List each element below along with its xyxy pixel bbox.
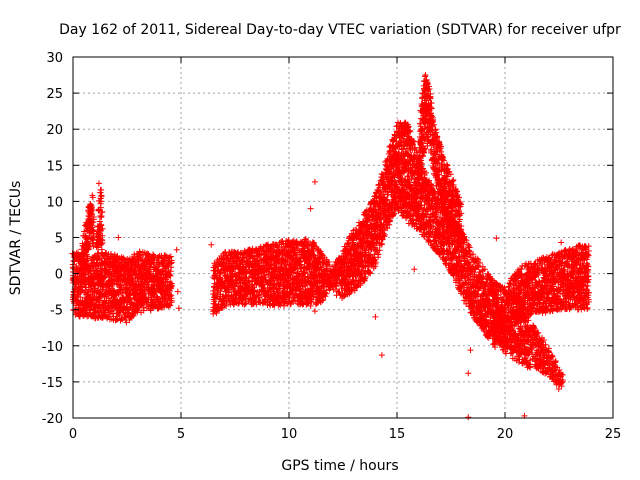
y-axis-label: SDTVAR / TECUs [8,181,24,296]
data-point [77,294,84,301]
data-points [69,72,592,421]
data-point [75,249,82,256]
data-point [76,313,83,320]
data-point [74,292,81,299]
chart-title: Day 162 of 2011, Sidereal Day-to-day VTE… [59,22,621,38]
data-point [113,316,120,323]
data-point [123,319,130,326]
data-point [136,252,143,259]
data-point [102,273,109,280]
data-point [123,305,130,312]
data-point [99,278,106,285]
data-point [129,272,136,279]
data-point [130,312,137,319]
data-point [97,305,104,312]
data-point [89,263,96,270]
data-point [121,298,128,305]
x-axis-label: GPS time / hours [281,458,398,474]
data-point [87,307,94,314]
data-point [78,283,85,290]
data-point [100,292,107,299]
data-point [131,254,138,261]
data-point [128,277,135,284]
data-point [118,315,125,322]
data-point [101,274,108,281]
